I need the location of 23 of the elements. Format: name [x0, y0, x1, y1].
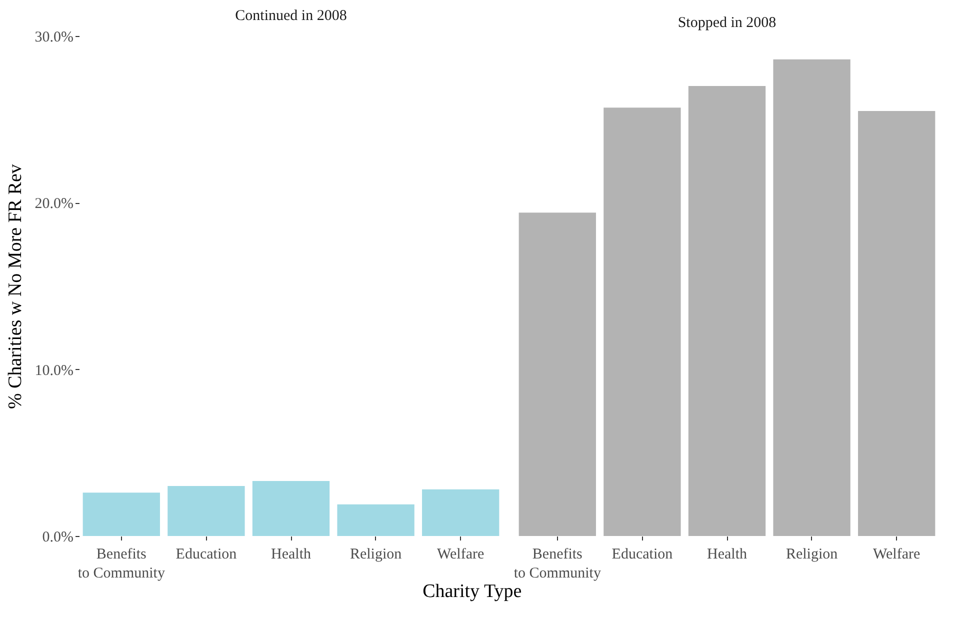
- x-tick-label: Benefits to Community: [78, 546, 166, 582]
- y-tick-label: 10.0%: [34, 362, 74, 379]
- y-tick-label: 0.0%: [42, 530, 74, 546]
- x-tick-label: Religion: [786, 546, 838, 562]
- y-tick-label: 20.0%: [34, 196, 74, 212]
- bar: [858, 111, 936, 536]
- chart-title: Stopped in 2008: [678, 15, 776, 31]
- x-tick-label: Education: [176, 546, 238, 562]
- x-tick-label: Welfare: [873, 546, 920, 562]
- x-tick-label: Education: [612, 546, 674, 562]
- x-tick-label: Welfare: [437, 546, 484, 562]
- x-tick-label: Religion: [350, 546, 402, 562]
- bar: [518, 212, 596, 536]
- bar: [688, 86, 766, 536]
- x-tick-label: Health: [271, 546, 312, 562]
- x-tick-label: Health: [707, 546, 748, 562]
- chart-title: Continued in 2008: [235, 8, 347, 24]
- y-axis-title: % Charities w No More FR Rev: [4, 164, 26, 409]
- bar: [773, 59, 850, 536]
- x-axis-title: Charity Type: [422, 581, 522, 602]
- x-tick-label: Benefits to Community: [514, 546, 602, 582]
- y-tick-label: 30.0%: [34, 30, 74, 46]
- bar: [604, 108, 681, 536]
